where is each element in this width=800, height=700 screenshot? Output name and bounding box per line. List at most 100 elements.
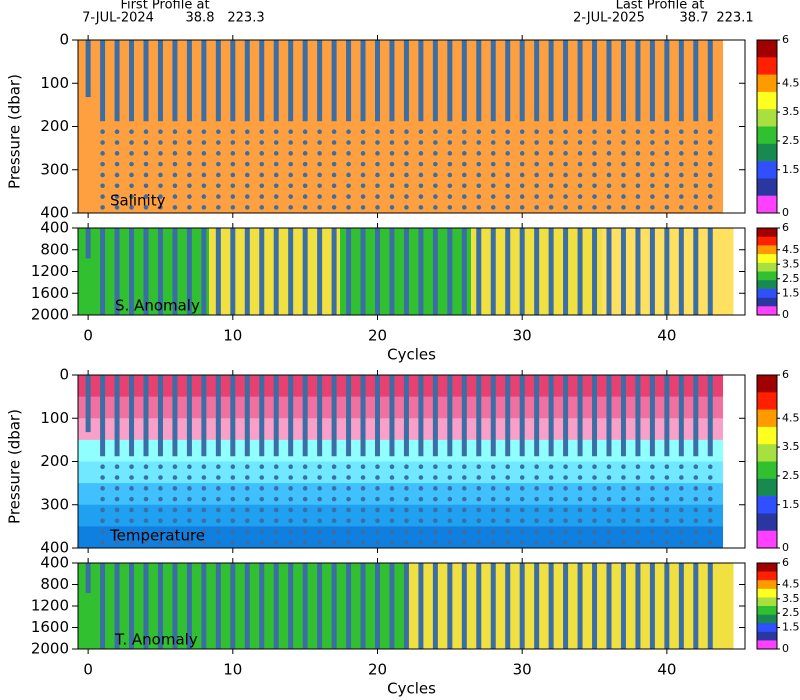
profile-sample: [404, 205, 409, 210]
profile-sample: [606, 507, 612, 513]
profile-sample: [679, 475, 684, 480]
y-tick-label: 300: [40, 495, 69, 513]
profile-sample: [389, 205, 395, 210]
profile-sample: [389, 183, 395, 189]
colorbar-swatch: [757, 288, 777, 298]
profile-sample: [172, 205, 178, 210]
profile-sample: [606, 161, 612, 167]
colorbar-swatch: [757, 580, 777, 590]
profile-sample: [679, 529, 684, 534]
profile-sample: [707, 194, 713, 199]
profile-sample: [635, 140, 641, 145]
profile-sample: [664, 529, 670, 534]
profile-sample: [707, 496, 713, 502]
profile-sample: [679, 496, 684, 502]
profile-sample: [216, 518, 221, 524]
profile-sample: [447, 496, 453, 502]
profile-sample: [519, 475, 525, 480]
y-tick-label: 800: [40, 240, 69, 258]
profile-sample: [592, 507, 597, 513]
profile-sample: [201, 140, 207, 145]
profile-sample: [563, 183, 568, 189]
profile-sample: [404, 486, 409, 491]
profile-sample: [693, 496, 699, 502]
colorbar-swatch: [757, 614, 777, 624]
profile-sample: [505, 464, 511, 469]
y-tick-label: 800: [40, 575, 69, 593]
profile-sample: [650, 172, 655, 178]
profile-sample: [346, 194, 351, 199]
profile-sample: [172, 151, 178, 156]
profile-sample: [621, 486, 626, 491]
profile-sample: [693, 507, 699, 513]
profile-sample: [346, 161, 351, 167]
profile-sample: [563, 151, 568, 156]
profile-sample: [664, 151, 670, 156]
profile-sample: [273, 172, 279, 178]
colorbar-tick-label: 3.5: [782, 105, 800, 118]
profile-sample: [563, 486, 568, 491]
colorbar-swatch: [757, 597, 777, 607]
profile-sample: [100, 172, 105, 178]
profile-sample: [216, 140, 221, 145]
profile-sample: [360, 205, 366, 210]
colorbar-frame: [756, 562, 778, 650]
profile-sample: [505, 183, 511, 189]
profile-sample: [404, 172, 409, 178]
profile-sample: [418, 172, 424, 178]
profile-sample: [158, 183, 163, 189]
profile-sample: [447, 486, 453, 491]
profile-sample: [635, 183, 641, 189]
profile-sample: [462, 475, 467, 480]
profile-sample: [360, 518, 366, 524]
profile-sample: [259, 529, 265, 534]
profile-sample: [534, 161, 539, 167]
profile-sample: [129, 464, 134, 469]
profile-sample: [114, 140, 120, 145]
profile-sample: [129, 140, 134, 145]
profile-sample: [505, 496, 511, 502]
profile-sample: [172, 172, 178, 178]
profile-sample: [635, 540, 641, 545]
profile-sample: [592, 129, 597, 134]
profile-sample: [244, 496, 250, 502]
profile-sample: [201, 486, 207, 491]
profile-sample: [129, 529, 134, 534]
profile-sample: [317, 129, 322, 134]
profile-sample: [317, 475, 322, 480]
profile-sample: [273, 129, 279, 134]
last-lon: 223.1: [716, 11, 753, 26]
profile-sample: [621, 496, 626, 502]
profile-sample: [375, 183, 380, 189]
profile-sample: [143, 507, 149, 513]
profile-sample: [650, 529, 655, 534]
field-fill: [78, 461, 723, 484]
profile-sample: [693, 140, 699, 145]
profile-sample: [490, 151, 496, 156]
profile-sample: [635, 529, 641, 534]
profile-sample: [230, 129, 236, 134]
profile-sample: [143, 140, 149, 145]
profile-sample: [534, 183, 539, 189]
profile-sample: [534, 172, 539, 178]
colorbar-swatch: [757, 392, 777, 410]
colorbar-tick-label: 0: [782, 642, 789, 655]
profile-sample: [244, 140, 250, 145]
colorbar-swatch: [757, 236, 777, 246]
profile-sample: [418, 475, 424, 480]
y-tick-label: 1200: [31, 262, 69, 280]
profile-sample: [100, 540, 105, 545]
profile-sample: [375, 475, 380, 480]
profile-sample: [635, 486, 641, 491]
first-date: 7-JUL-2024: [82, 11, 154, 26]
profile-sample: [462, 140, 467, 145]
profile-sample: [143, 183, 149, 189]
profile-sample: [404, 507, 409, 513]
profile-sample: [346, 496, 351, 502]
profile-sample: [418, 486, 424, 491]
profile-sample: [418, 129, 424, 134]
profile-sample: [534, 496, 539, 502]
profile-sample: [172, 140, 178, 145]
profile-sample: [490, 464, 496, 469]
profile-sample: [317, 464, 322, 469]
